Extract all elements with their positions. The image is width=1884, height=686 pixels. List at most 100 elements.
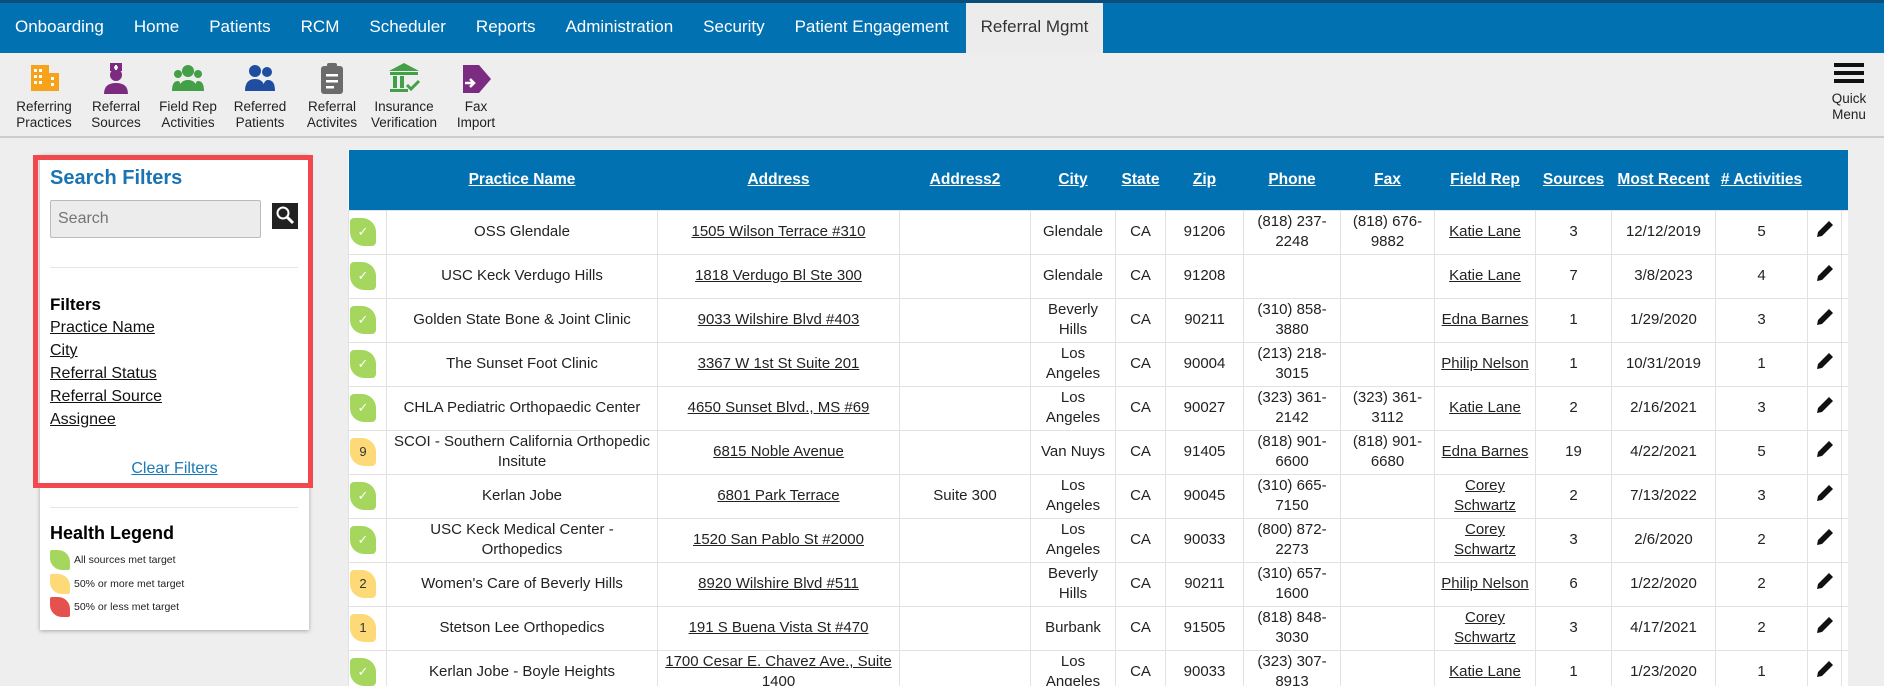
cell-address[interactable]: 6801 Park Terrace bbox=[657, 473, 900, 519]
cell-rep[interactable]: Edna Barnes bbox=[1434, 297, 1536, 343]
cell-address[interactable]: 1505 Wilson Terrace #310 bbox=[657, 209, 900, 255]
cell-address[interactable]: 3367 W 1st St Suite 201 bbox=[657, 341, 900, 387]
edit-button[interactable] bbox=[1807, 341, 1842, 387]
column-header-field-rep[interactable]: Field Rep bbox=[1434, 150, 1536, 210]
tab-referral-mgmt[interactable]: Referral Mgmt bbox=[965, 3, 1104, 53]
toolbar-referral-activites[interactable]: Referral Activites bbox=[292, 61, 372, 131]
cell-activities: 5 bbox=[1715, 429, 1808, 475]
column-header-state[interactable]: State bbox=[1115, 150, 1166, 210]
cell-rep[interactable]: Edna Barnes bbox=[1434, 429, 1536, 475]
module-toolbar: Quick Menu Referring Practices Referral Sour… bbox=[0, 53, 1884, 138]
table-row[interactable]: ✓ Golden State Bone & Joint Clinic 9033 Wi… bbox=[348, 297, 1848, 343]
edit-button[interactable] bbox=[1807, 473, 1842, 519]
table-row[interactable]: 9 SCOI - Southern California Orthopedic I… bbox=[348, 429, 1848, 475]
column-header-zip[interactable]: Zip bbox=[1165, 150, 1244, 210]
edit-button[interactable] bbox=[1807, 297, 1842, 343]
toolbar-field-rep-activities[interactable]: Field Rep Activities bbox=[148, 61, 228, 131]
cell-address2 bbox=[899, 297, 1031, 343]
column-header-activities[interactable]: # Activities bbox=[1715, 150, 1808, 210]
filter-practice-name[interactable]: Practice Name bbox=[50, 319, 155, 336]
table-row[interactable]: ✓ Kerlan Jobe 6801 Park Terrace Suite 300 Lo… bbox=[348, 473, 1848, 519]
cell-city: Los Angeles bbox=[1030, 385, 1116, 431]
column-header-phone[interactable]: Phone bbox=[1243, 150, 1341, 210]
table-row[interactable]: ✓ Kerlan Jobe - Boyle Heights 1700 Cesar E… bbox=[348, 649, 1848, 686]
edit-button[interactable] bbox=[1807, 649, 1842, 686]
edit-button[interactable] bbox=[1807, 605, 1842, 651]
search-button[interactable] bbox=[272, 203, 298, 229]
column-header-city[interactable]: City bbox=[1030, 150, 1116, 210]
edit-button[interactable] bbox=[1807, 209, 1842, 255]
pencil-icon bbox=[1816, 485, 1833, 501]
cell-fax bbox=[1340, 649, 1435, 686]
tab-patients[interactable]: Patients bbox=[209, 17, 271, 36]
filter-city[interactable]: City bbox=[50, 342, 78, 359]
cell-rep[interactable]: Katie Lane bbox=[1434, 209, 1536, 255]
column-header-address[interactable]: Address bbox=[657, 150, 900, 210]
filter-assignee[interactable]: Assignee bbox=[50, 411, 116, 428]
table-row[interactable]: ✓ USC Keck Verdugo Hills 1818 Verdugo Bl S… bbox=[348, 253, 1848, 299]
toolbar-insurance-verification[interactable]: Insurance Verification bbox=[364, 61, 444, 131]
toolbar-fax-import[interactable]: Fax Import bbox=[436, 61, 516, 131]
toolbar-label: Referral bbox=[91, 99, 140, 114]
column-header-sources[interactable]: Sources bbox=[1535, 150, 1612, 210]
cell-rep[interactable]: Corey Schwartz bbox=[1434, 473, 1536, 519]
tab-home[interactable]: Home bbox=[133, 17, 180, 36]
status-cell: ✓ bbox=[348, 649, 387, 686]
cell-address[interactable]: 191 S Buena Vista St #470 bbox=[657, 605, 900, 651]
table-row[interactable]: ✓ CHLA Pediatric Orthopaedic Center 4650 S… bbox=[348, 385, 1848, 431]
tab-scheduler[interactable]: Scheduler bbox=[369, 17, 446, 36]
toolbar-referral-sources[interactable]: Referral Sources bbox=[76, 61, 156, 131]
tab-onboarding[interactable]: Onboarding bbox=[15, 17, 104, 36]
filter-referral-status[interactable]: Referral Status bbox=[50, 365, 157, 382]
column-header-most-recent[interactable]: Most Recent bbox=[1611, 150, 1716, 210]
table-row[interactable]: ✓ The Sunset Foot Clinic 3367 W 1st St Sui… bbox=[348, 341, 1848, 387]
clear-filters-link[interactable]: Clear Filters bbox=[131, 460, 218, 477]
edit-button[interactable] bbox=[1807, 561, 1842, 607]
table-row[interactable]: ✓ USC Keck Medical Center - Orthopedics 15… bbox=[348, 517, 1848, 563]
cell-address[interactable]: 1700 Cesar E. Chavez Ave., Suite 1400 bbox=[657, 649, 900, 686]
column-header-address2[interactable]: Address2 bbox=[899, 150, 1031, 210]
cell-address2 bbox=[899, 385, 1031, 431]
cell-rep[interactable]: Katie Lane bbox=[1434, 253, 1536, 299]
cell-city: Los Angeles bbox=[1030, 649, 1116, 686]
cell-address[interactable]: 9033 Wilshire Blvd #403 bbox=[657, 297, 900, 343]
tab-rcm[interactable]: RCM bbox=[300, 17, 340, 36]
table-row[interactable]: ✓ OSS Glendale 1505 Wilson Terrace #310 Gle… bbox=[348, 209, 1848, 255]
cell-address[interactable]: 6815 Noble Avenue bbox=[657, 429, 900, 475]
edit-button[interactable] bbox=[1807, 253, 1842, 299]
cell-rep[interactable]: Corey Schwartz bbox=[1434, 517, 1536, 563]
table-row[interactable]: 1 Stetson Lee Orthopedics 191 S Buena Vist… bbox=[348, 605, 1848, 651]
top-nav: Onboarding Home Patients RCM Scheduler Report… bbox=[0, 0, 1884, 53]
column-header-fax[interactable]: Fax bbox=[1340, 150, 1435, 210]
filter-referral-source[interactable]: Referral Source bbox=[50, 388, 163, 405]
tab-patient-engagement[interactable]: Patient Engagement bbox=[794, 17, 949, 36]
edit-button[interactable] bbox=[1807, 429, 1842, 475]
tab-administration[interactable]: Administration bbox=[565, 17, 674, 36]
cell-rep[interactable]: Katie Lane bbox=[1434, 649, 1536, 686]
quick-menu-button[interactable]: Quick Menu bbox=[1824, 63, 1874, 123]
cell-address[interactable]: 1818 Verdugo Bl Ste 300 bbox=[657, 253, 900, 299]
tab-reports[interactable]: Reports bbox=[475, 17, 536, 36]
hamburger-icon bbox=[1834, 63, 1864, 83]
cell-address[interactable]: 8920 Wilshire Blvd #511 bbox=[657, 561, 900, 607]
cell-rep[interactable]: Corey Schwartz bbox=[1434, 605, 1536, 651]
tab-security[interactable]: Security bbox=[703, 17, 765, 36]
toolbar-referring-practices[interactable]: Referring Practices bbox=[4, 61, 84, 131]
cell-rep[interactable]: Philip Nelson bbox=[1434, 341, 1536, 387]
edit-button[interactable] bbox=[1807, 517, 1842, 563]
cell-address[interactable]: 4650 Sunset Blvd., MS #69 bbox=[657, 385, 900, 431]
search-input[interactable] bbox=[50, 200, 261, 238]
column-header-practice-name[interactable]: Practice Name bbox=[386, 150, 658, 210]
cell-address[interactable]: 1520 San Pablo St #2000 bbox=[657, 517, 900, 563]
cell-rep[interactable]: Katie Lane bbox=[1434, 385, 1536, 431]
cell-state: CA bbox=[1115, 605, 1166, 651]
table-row[interactable]: 2 Women's Care of Beverly Hills 8920 Wilsh… bbox=[348, 561, 1848, 607]
legend-item-yellow: 50% or more met target bbox=[50, 574, 184, 594]
cell-phone: (323) 307-8913 bbox=[1243, 649, 1341, 686]
toolbar-referred-patients[interactable]: Referred Patients bbox=[220, 61, 300, 131]
spacer bbox=[1841, 341, 1848, 387]
cell-rep[interactable]: Philip Nelson bbox=[1434, 561, 1536, 607]
cell-phone: (800) 872-2273 bbox=[1243, 517, 1341, 563]
edit-button[interactable] bbox=[1807, 385, 1842, 431]
spacer bbox=[1841, 253, 1848, 299]
